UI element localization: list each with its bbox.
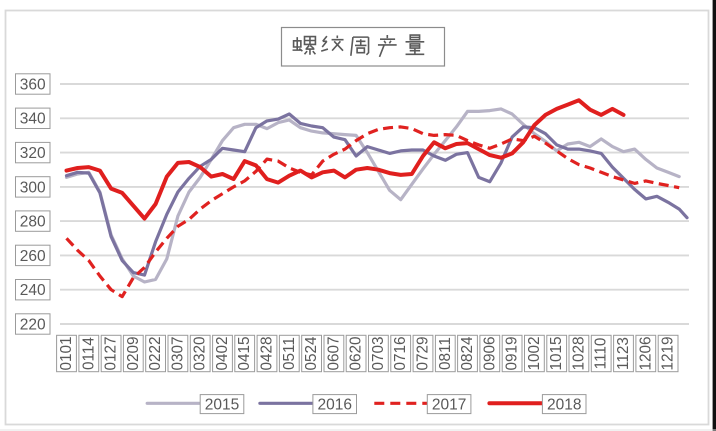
svg-text:260: 260 — [20, 248, 46, 265]
svg-text:0511: 0511 — [281, 337, 298, 370]
svg-text:0919: 0919 — [504, 336, 521, 370]
svg-text:0729: 0729 — [415, 336, 432, 370]
svg-text:0222: 0222 — [147, 336, 164, 370]
svg-text:1028: 1028 — [570, 336, 587, 370]
svg-text:0620: 0620 — [348, 336, 365, 370]
svg-text:1015: 1015 — [548, 336, 565, 370]
svg-text:0114: 0114 — [80, 337, 97, 370]
svg-text:1206: 1206 — [637, 336, 654, 370]
svg-text:0811: 0811 — [437, 337, 454, 370]
svg-text:0127: 0127 — [103, 336, 120, 370]
svg-text:2017: 2017 — [432, 397, 466, 414]
svg-text:0307: 0307 — [169, 336, 186, 370]
svg-text:0703: 0703 — [370, 336, 387, 370]
svg-text:0415: 0415 — [236, 336, 253, 370]
svg-text:280: 280 — [20, 214, 46, 231]
svg-text:0906: 0906 — [481, 336, 498, 370]
svg-text:320: 320 — [20, 145, 46, 162]
svg-text:360: 360 — [20, 76, 46, 93]
svg-text:0607: 0607 — [325, 336, 342, 370]
svg-text:1123: 1123 — [615, 337, 632, 370]
svg-text:1002: 1002 — [526, 336, 543, 370]
svg-text:340: 340 — [20, 111, 46, 128]
svg-text:0524: 0524 — [303, 336, 320, 371]
svg-text:0428: 0428 — [259, 336, 276, 370]
svg-text:300: 300 — [20, 179, 46, 196]
svg-text:0824: 0824 — [459, 336, 476, 371]
svg-text:0402: 0402 — [214, 336, 231, 370]
svg-text:0209: 0209 — [125, 336, 142, 370]
svg-text:220: 220 — [20, 316, 46, 333]
svg-text:1219: 1219 — [660, 336, 677, 370]
svg-text:2015: 2015 — [205, 397, 239, 414]
svg-text:0101: 0101 — [58, 336, 75, 370]
svg-text:2018: 2018 — [547, 397, 581, 414]
svg-text:2016: 2016 — [317, 397, 351, 414]
svg-text:0716: 0716 — [392, 336, 409, 370]
svg-text:0320: 0320 — [192, 336, 209, 370]
svg-text:240: 240 — [20, 282, 46, 299]
svg-text:1110: 1110 — [593, 338, 610, 370]
